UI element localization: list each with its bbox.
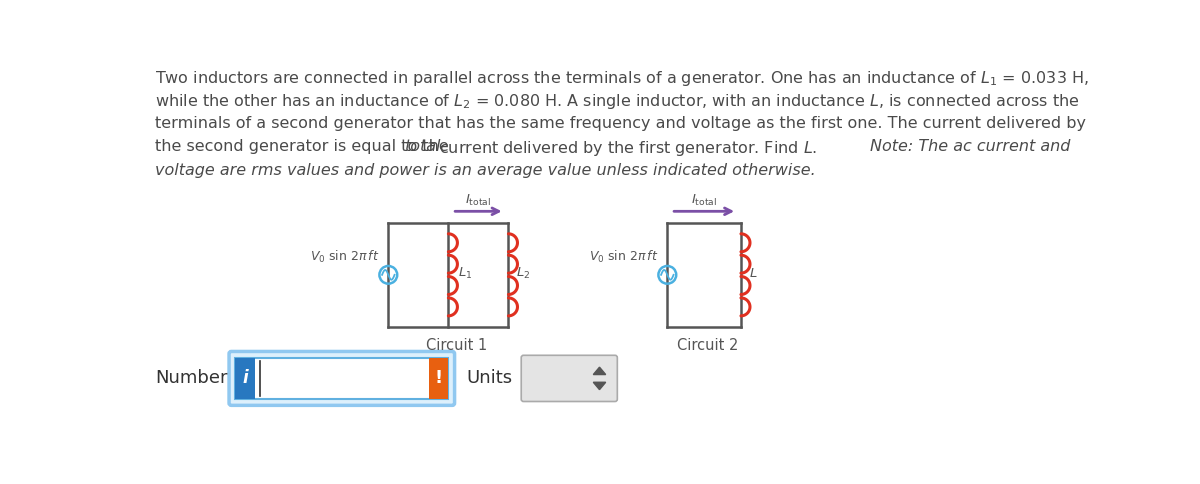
Bar <box>235 358 449 399</box>
Text: the second generator is equal to the: the second generator is equal to the <box>156 139 455 154</box>
Text: Two inductors are connected in parallel across the terminals of a generator. One: Two inductors are connected in parallel … <box>156 69 1090 88</box>
Text: Circuit 1: Circuit 1 <box>426 338 487 353</box>
Bar <box>235 358 254 399</box>
Text: $V_0$ sin $2\pi\,ft$: $V_0$ sin $2\pi\,ft$ <box>310 249 379 265</box>
Text: i: i <box>242 369 248 387</box>
Polygon shape <box>593 382 606 390</box>
Text: terminals of a second generator that has the same frequency and voltage as the f: terminals of a second generator that has… <box>156 116 1086 131</box>
FancyBboxPatch shape <box>229 351 455 406</box>
Text: Note: The ac current and: Note: The ac current and <box>870 139 1070 154</box>
Text: $L$: $L$ <box>749 267 757 280</box>
Text: total: total <box>404 139 442 154</box>
Polygon shape <box>593 367 606 375</box>
Text: Units: Units <box>466 369 512 387</box>
FancyBboxPatch shape <box>521 355 617 402</box>
Text: Number: Number <box>156 369 228 387</box>
Text: current delivered by the first generator. Find $L$.: current delivered by the first generator… <box>434 139 820 158</box>
Text: $L_1$: $L_1$ <box>458 266 473 281</box>
Text: $L_2$: $L_2$ <box>516 266 530 281</box>
Text: $V_0$ sin $2\pi\,ft$: $V_0$ sin $2\pi\,ft$ <box>588 249 658 265</box>
Text: !: ! <box>434 369 443 387</box>
Bar <box>430 358 449 399</box>
Text: $I_{\mathregular{total}}$: $I_{\mathregular{total}}$ <box>691 193 718 208</box>
Text: Circuit 2: Circuit 2 <box>677 338 739 353</box>
Text: while the other has an inductance of $L_2$ = 0.080 H. A single inductor, with an: while the other has an inductance of $L_… <box>156 92 1080 111</box>
Text: $I_{\mathregular{total}}$: $I_{\mathregular{total}}$ <box>466 193 492 208</box>
Text: voltage are rms values and power is an average value unless indicated otherwise.: voltage are rms values and power is an a… <box>156 163 816 178</box>
